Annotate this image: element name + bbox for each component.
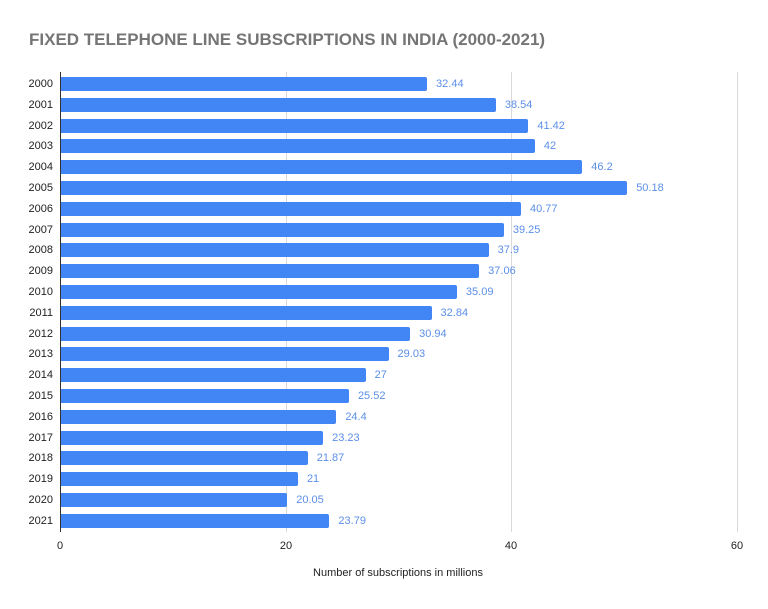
gridline-40 — [511, 72, 512, 532]
value-label: 24.4 — [345, 410, 367, 423]
y-tick-label: 2000 — [28, 78, 53, 90]
bar[interactable] — [61, 160, 583, 175]
bar[interactable] — [61, 118, 529, 133]
y-tick-label: 2015 — [28, 390, 53, 402]
bar[interactable] — [61, 409, 337, 424]
value-label: 21.87 — [316, 452, 345, 465]
y-tick-label: 2021 — [28, 514, 53, 527]
y-tick-label: 2011 — [29, 306, 53, 319]
x-tick-20: 20 — [279, 540, 293, 552]
bar[interactable] — [61, 326, 411, 341]
bar[interactable] — [61, 222, 504, 237]
value-label: 29.03 — [397, 348, 426, 361]
bar-row: 24.4 — [60, 407, 738, 428]
value-label: 30.94 — [419, 327, 447, 340]
value-label: 32.84 — [440, 306, 469, 319]
bar[interactable] — [61, 264, 480, 279]
value-label: 42 — [543, 140, 557, 153]
bar-row: 21.87 — [60, 448, 738, 469]
y-tick-label: 2008 — [28, 244, 53, 257]
y-tick-label: 2013 — [28, 348, 53, 361]
bar[interactable] — [61, 451, 308, 466]
bar-row: 37.06 — [60, 261, 738, 282]
bar-row: 32.84 — [60, 303, 738, 324]
y-tick-label: 2004 — [28, 161, 53, 174]
y-tick-label: 2005 — [28, 182, 53, 194]
bar[interactable] — [61, 285, 457, 299]
bar-row: 23.23 — [60, 428, 738, 449]
y-tick-label: 2012 — [28, 327, 53, 340]
bar-row: 50.18 — [60, 178, 738, 199]
y-tick-label: 2016 — [28, 410, 53, 423]
plot-area: 32.44 38.54 41.42 42 46.2 50.18 40.77 39.25 37.9… — [60, 72, 738, 532]
bar-row: 27 — [60, 365, 738, 386]
y-tick-label: 2009 — [28, 265, 53, 278]
y-tick-label: 2019 — [28, 473, 53, 486]
value-label: 32.44 — [436, 78, 464, 90]
bar-row: 25.52 — [60, 386, 738, 407]
value-label: 35.09 — [465, 286, 494, 298]
bar[interactable] — [61, 201, 522, 216]
y-tick-label: 2001 — [28, 98, 53, 111]
value-label: 25.52 — [357, 390, 386, 402]
y-axis-line — [60, 72, 61, 532]
bar[interactable] — [61, 347, 389, 362]
bar-row: 23.79 — [60, 511, 738, 532]
y-tick-label: 2003 — [28, 140, 53, 153]
y-tick-label: 2006 — [28, 202, 53, 215]
bar[interactable] — [61, 368, 366, 383]
gridline-60 — [737, 72, 738, 532]
bar-row: 37.9 — [60, 240, 738, 261]
bar-row: 29.03 — [60, 344, 738, 365]
bar[interactable] — [61, 77, 428, 91]
bar[interactable] — [61, 493, 288, 507]
bar-row: 30.94 — [60, 324, 738, 345]
value-label: 40.77 — [530, 202, 558, 215]
y-tick-label: 2007 — [28, 223, 53, 236]
bar-row: 20.05 — [60, 490, 738, 511]
y-tick-label: 2020 — [28, 494, 53, 506]
gridline-20 — [286, 72, 287, 532]
bar-row: 32.44 — [60, 74, 738, 95]
y-tick-label: 2010 — [28, 286, 53, 298]
x-tick-40: 40 — [504, 540, 518, 552]
value-label: 37.9 — [497, 244, 520, 257]
bar[interactable] — [61, 430, 324, 445]
x-axis-title: Number of subscriptions in millions — [313, 567, 483, 579]
value-label: 50.18 — [636, 182, 664, 194]
value-label: 23.23 — [332, 431, 360, 444]
bar-row: 38.54 — [60, 95, 738, 116]
x-tick-60: 60 — [730, 540, 744, 552]
value-label: 20.05 — [296, 494, 324, 506]
bar[interactable] — [61, 97, 496, 112]
bar-row: 42 — [60, 136, 738, 157]
y-tick-label: 2017 — [28, 431, 53, 444]
bar[interactable] — [61, 139, 535, 154]
bar[interactable] — [61, 243, 489, 258]
bar[interactable] — [61, 513, 330, 528]
value-label: 27 — [374, 369, 387, 382]
value-label: 38.54 — [504, 98, 533, 111]
x-tick-0: 0 — [56, 540, 64, 552]
value-label: 37.06 — [488, 265, 516, 278]
y-tick-label: 2014 — [28, 369, 53, 382]
value-label: 21 — [306, 473, 320, 486]
bar[interactable] — [61, 472, 298, 487]
bar-row: 40.77 — [60, 199, 738, 220]
value-label: 39.25 — [512, 223, 541, 236]
value-label: 41.42 — [537, 119, 565, 132]
bar[interactable] — [61, 305, 432, 320]
value-label: 23.79 — [338, 514, 366, 527]
y-tick-label: 2018 — [28, 452, 53, 465]
y-tick-label: 2002 — [28, 119, 53, 132]
bar[interactable] — [61, 181, 628, 195]
value-label: 46.2 — [591, 161, 613, 174]
bar[interactable] — [61, 389, 349, 403]
chart-title: FIXED TELEPHONE LINE SUBSCRIPTIONS IN IN… — [29, 30, 546, 49]
bar-row: 39.25 — [60, 220, 738, 241]
bar-row: 46.2 — [60, 157, 738, 178]
bar-row: 21 — [60, 469, 738, 490]
bar-row: 35.09 — [60, 282, 738, 303]
bar-row: 41.42 — [60, 116, 738, 137]
